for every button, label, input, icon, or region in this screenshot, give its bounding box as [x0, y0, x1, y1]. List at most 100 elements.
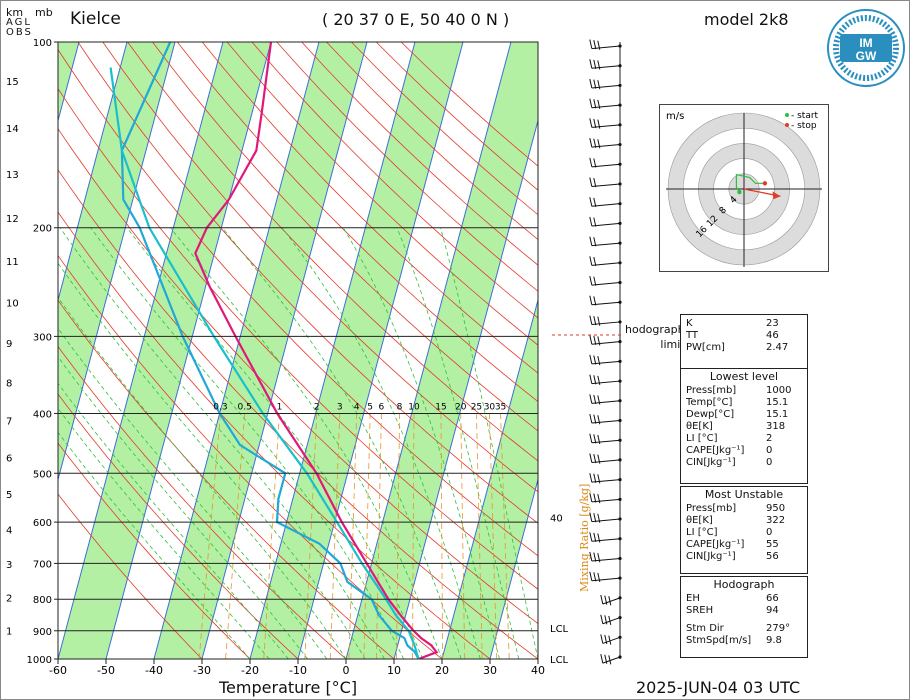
hodograph-stop-point [762, 181, 768, 186]
temperature-tick-label: -10 [289, 664, 307, 677]
moist-adiabat [58, 407, 270, 659]
moist-adiabat [58, 356, 308, 659]
wind-barb-flag [597, 572, 601, 583]
plot-area [58, 42, 538, 659]
wind-barb-flag [589, 236, 593, 246]
temperature-tick-label: 40 [531, 664, 545, 677]
wind-barb-flag [589, 413, 593, 424]
wind-barb-flag [589, 138, 593, 148]
wind-barb-staff [591, 439, 621, 444]
dry-adiabat [58, 299, 395, 659]
dry-adiabat [152, 42, 538, 432]
profile-line [120, 42, 420, 659]
mixing-ratio-label: 5 [367, 402, 373, 412]
unstable-row: CAPE[Jkg⁻¹] 55 [681, 539, 807, 551]
wind-barb-flag [593, 178, 597, 188]
wind-barb-flag [589, 177, 593, 187]
most-unstable-panel: Most Unstable Press[mb] 950 θE[K] 322 LI [… [680, 486, 808, 574]
wind-barb-flag [597, 513, 601, 523]
hodograph-panel: 4 8 12 16 m/s - start - stop [659, 104, 829, 272]
right-axis-label: LCL [550, 624, 569, 635]
wind-barb-flag [593, 453, 597, 464]
pressure-tick-label: 800 [33, 595, 52, 606]
height-tick-label: 14 [6, 124, 19, 135]
temperature-tick-label: -20 [241, 664, 259, 677]
moist-adiabat [58, 382, 289, 659]
height-tick-label: 4 [6, 525, 12, 536]
height-tick-label: 7 [6, 417, 12, 428]
lowest-value: 318 [766, 421, 786, 432]
wind-barb-flag [593, 276, 597, 286]
wind-barb-flag [593, 493, 597, 503]
wind-barb-flag [589, 473, 593, 483]
wind-barb-flag [593, 40, 597, 50]
lowest-key: Dewp[°C] [686, 409, 735, 420]
hodograph-ring-label: 8 [718, 205, 729, 216]
wind-barb-flag [604, 654, 608, 664]
wind-barb-flag [608, 596, 612, 606]
hodo-key: StmSpd[m/s] [686, 635, 752, 646]
isotherm-band [250, 42, 463, 659]
wind-barb-flag [593, 79, 597, 89]
isotherm-line [153, 42, 320, 659]
pressure-tick-label: 200 [33, 224, 52, 235]
isotherm-line [393, 118, 538, 659]
wind-barb-flag [593, 237, 597, 247]
lowest-value: 1000 [766, 385, 792, 396]
wind-barb-flag [593, 197, 597, 207]
wind-barb-staff [591, 557, 621, 562]
start-legend-dot [785, 113, 789, 117]
mixing-ratio-label: 35 [495, 402, 506, 412]
lowest-key: CAPE[Jkg⁻¹] [686, 445, 745, 456]
wind-barb-flag [597, 553, 601, 563]
wind-barb-staff [591, 419, 621, 424]
height-tick-label: 5 [6, 490, 12, 501]
height-tick-label: 2 [6, 594, 12, 605]
isotherm-line [58, 42, 128, 302]
wind-barb-flag [593, 355, 597, 365]
wind-barb-flag [597, 139, 601, 149]
wind-level-dot [618, 162, 622, 166]
wind-barb-flag [589, 59, 593, 69]
wind-barb-flag [589, 197, 593, 207]
wind-barb-flag [604, 595, 608, 605]
index-key: TT [686, 330, 699, 341]
mixing-ratio-label: 25 [471, 402, 482, 412]
wind-barb-flag [597, 415, 601, 425]
hodograph-limit-line-1: hodograph [625, 323, 685, 336]
wind-barb-flag [608, 615, 612, 626]
wind-barb-flag [589, 78, 593, 89]
wind-barb-staff [591, 459, 621, 463]
wind-barb-flag [589, 335, 593, 345]
wind-barb-flag [593, 394, 597, 405]
wind-barb-staff [591, 538, 621, 542]
height-tick-label: 9 [6, 339, 12, 350]
wind-barb-staff [591, 45, 621, 50]
mixing-ratio-line [440, 413, 443, 659]
wind-barb-staff [602, 597, 621, 605]
height-tick-label: 10 [6, 299, 19, 310]
lowest-row: θE[K] 318 [681, 421, 807, 433]
dry-adiabat [58, 128, 538, 625]
stop-legend-dot [785, 123, 789, 127]
hodograph-limit-line-2: limit [660, 338, 685, 351]
temperature-tick-label: 0 [343, 664, 350, 677]
wind-barb-flag [593, 315, 597, 326]
dry-adiabat [276, 42, 538, 292]
wind-barb-flag [593, 513, 597, 523]
index-key: K [686, 318, 693, 329]
wind-barb-staff [591, 301, 621, 306]
hodograph-trace [735, 173, 765, 193]
mixing-ratio-line [363, 413, 371, 659]
wind-barb-staff [591, 222, 621, 227]
wind-barb-flag [597, 316, 601, 326]
mixing-ratio-line [225, 413, 246, 659]
wind-barb-flag [597, 80, 601, 90]
wind-barb-staff [591, 203, 621, 207]
unstable-row: θE[K] 322 [681, 515, 807, 527]
wind-barb-flag [593, 335, 597, 345]
storm-motion-arrowhead [772, 191, 781, 200]
lowest-value: 0 [766, 457, 773, 468]
hodo-key: Stm Dir [686, 623, 724, 634]
